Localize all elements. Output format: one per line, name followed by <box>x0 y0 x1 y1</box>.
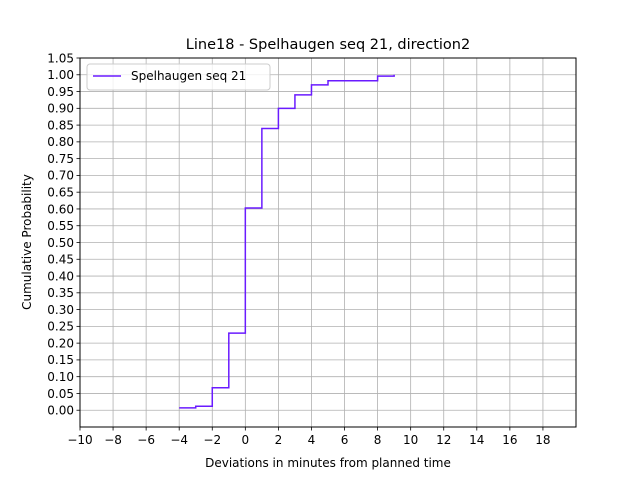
x-tick-label: −4 <box>170 433 188 447</box>
x-tick-label: 12 <box>436 433 451 447</box>
x-tick-label: 2 <box>275 433 283 447</box>
x-tick-label: 6 <box>341 433 349 447</box>
y-tick-label: 0.10 <box>47 370 74 384</box>
y-tick-label: 0.70 <box>47 169 74 183</box>
legend-box <box>86 63 271 91</box>
data-point <box>245 207 247 209</box>
x-tick-label: 10 <box>403 433 418 447</box>
y-tick-label: 0.05 <box>47 387 74 401</box>
legend-label: Spelhaugen seq 21 <box>131 69 246 83</box>
data-point <box>377 75 379 77</box>
y-tick-label: 0.75 <box>47 152 74 166</box>
y-tick-label: 0.60 <box>47 202 74 216</box>
data-point <box>278 108 280 110</box>
y-tick-label: 1.05 <box>47 51 74 65</box>
x-axis-title: Deviations in minutes from planned time <box>205 456 451 470</box>
y-tick-label: 0.95 <box>47 85 74 99</box>
data-point <box>211 387 213 389</box>
x-tick-label: −6 <box>137 433 155 447</box>
y-tick-label: 0.50 <box>47 236 74 250</box>
y-tick-label: 0.20 <box>47 336 74 350</box>
y-tick-label: 0.25 <box>47 320 74 334</box>
x-tick-label: −10 <box>67 433 92 447</box>
series-layer <box>178 74 395 409</box>
x-tick-label: 0 <box>242 433 250 447</box>
data-point <box>178 407 180 409</box>
series-line <box>179 74 395 409</box>
y-tick-label: 0.35 <box>47 286 74 300</box>
data-point <box>195 405 197 407</box>
x-tick-label: 14 <box>469 433 484 447</box>
y-tick-label: 0.40 <box>47 269 74 283</box>
data-point <box>327 80 329 82</box>
x-tick-label: 8 <box>374 433 382 447</box>
x-tick-label: −8 <box>104 433 122 447</box>
grid <box>79 57 576 427</box>
y-tick-label: 0.85 <box>47 118 74 132</box>
y-axis: 0.00 0.05 0.10 0.15 0.20 0.25 0.30 0.35 0.40 0.45… <box>47 51 80 418</box>
y-tick-label: 0.15 <box>47 353 74 367</box>
y-tick-label: 0.65 <box>47 185 74 199</box>
x-tick-label: 16 <box>502 433 517 447</box>
x-tick-label: 4 <box>308 433 316 447</box>
chart-title: Line18 - Spelhaugen seq 21, direction2 <box>186 37 470 53</box>
data-point <box>311 84 313 86</box>
y-tick-label: 0.80 <box>47 135 74 149</box>
y-tick-label: 1.00 <box>47 68 74 82</box>
x-tick-label: −2 <box>203 433 221 447</box>
data-point <box>393 74 395 76</box>
y-tick-label: 0.00 <box>47 404 74 418</box>
x-tick-label: 18 <box>535 433 550 447</box>
data-point <box>261 128 263 130</box>
y-tick-label: 0.55 <box>47 219 74 233</box>
y-tick-label: 0.90 <box>47 102 74 116</box>
data-point <box>294 94 296 96</box>
y-axis-title: Cumulative Probability <box>20 174 34 310</box>
y-tick-label: 0.45 <box>47 253 74 267</box>
legend: Spelhaugen seq 21 <box>86 63 271 91</box>
data-point <box>228 332 230 334</box>
x-axis: −10 −8 −6 −4 −2 0 2 4 6 8 10 12 14 16 18 <box>67 427 551 447</box>
y-tick-label: 0.30 <box>47 303 74 317</box>
